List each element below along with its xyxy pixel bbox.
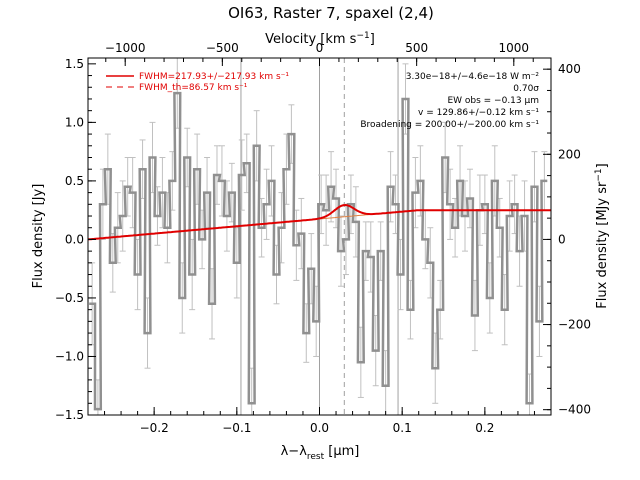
top-tick-label: 0 (316, 41, 324, 55)
x-tick-label: 0.1 (393, 421, 412, 435)
legend-label-fwhm: FWHM=217.93+/−217.93 km s⁻¹ (139, 72, 289, 82)
x-tick-label: 0.0 (310, 421, 329, 435)
y-tick-label: −0.5 (55, 291, 84, 305)
y-axis-label-right: Flux density [MJy sr−1] (594, 163, 610, 308)
annotation-velocity: v = 129.86+/−0.12 km s⁻¹ (418, 108, 539, 118)
legend-label-fwhm-th: FWHM_th=86.57 km s⁻¹ (139, 83, 248, 93)
right-tick-label: −200 (558, 318, 591, 332)
y-tick-label: 0.5 (65, 174, 84, 188)
annotation-flux: 3.30e−18+/−4.6e−18 W m⁻² (406, 72, 540, 82)
legend: FWHM=217.93+/−217.93 km s⁻¹ FWHM_th=86.5… (106, 72, 289, 93)
y-tick-label: 1.5 (65, 57, 84, 71)
top-tick-label: −500 (206, 41, 239, 55)
fit-line (88, 203, 551, 241)
annotation-ew: EW obs = −0.13 μm (447, 96, 539, 106)
spectrum-series (89, 91, 548, 411)
top-axis-label: Velocity [km s−1] (265, 31, 375, 47)
x-tick-label: −0.2 (140, 421, 169, 435)
annotation-broadening: Broadening = 200.00+/−200.00 km s⁻¹ (360, 120, 539, 130)
spectrum-line (89, 91, 548, 411)
chart-title: OI63, Raster 7, spaxel (2,4) (228, 4, 434, 22)
y-tick-label: 0.0 (65, 232, 84, 246)
y-tick-label: −1.0 (55, 349, 84, 363)
x-tick-label: −0.1 (222, 421, 251, 435)
fit-series (88, 203, 551, 241)
right-tick-label: −400 (558, 403, 591, 417)
x-tick-label: 0.2 (475, 421, 494, 435)
top-tick-label: 1000 (499, 41, 530, 55)
right-tick-label: 200 (558, 147, 581, 161)
y-tick-label: 1.0 (65, 115, 84, 129)
y-tick-label: −1.5 (55, 408, 84, 422)
top-tick-label: −1000 (105, 41, 146, 55)
right-tick-label: 400 (558, 62, 581, 76)
annotation-sigma: 0.70σ (513, 84, 539, 94)
axis-ticks: −0.2 −0.1 0.0 0.1 0.2 −1.5 −1.0 −0.5 0.0 0.5 1.0 1.… (55, 41, 591, 435)
top-tick-label: 500 (405, 41, 428, 55)
y-axis-label-left: Flux density [Jy] (31, 184, 46, 289)
plot-frame (87, 57, 552, 416)
x-axis-label: λ−λrest [μm] (281, 444, 360, 462)
right-tick-label: 0 (558, 232, 566, 246)
fit-annotations: 3.30e−18+/−4.6e−18 W m⁻² 0.70σ EW obs = … (360, 72, 539, 130)
